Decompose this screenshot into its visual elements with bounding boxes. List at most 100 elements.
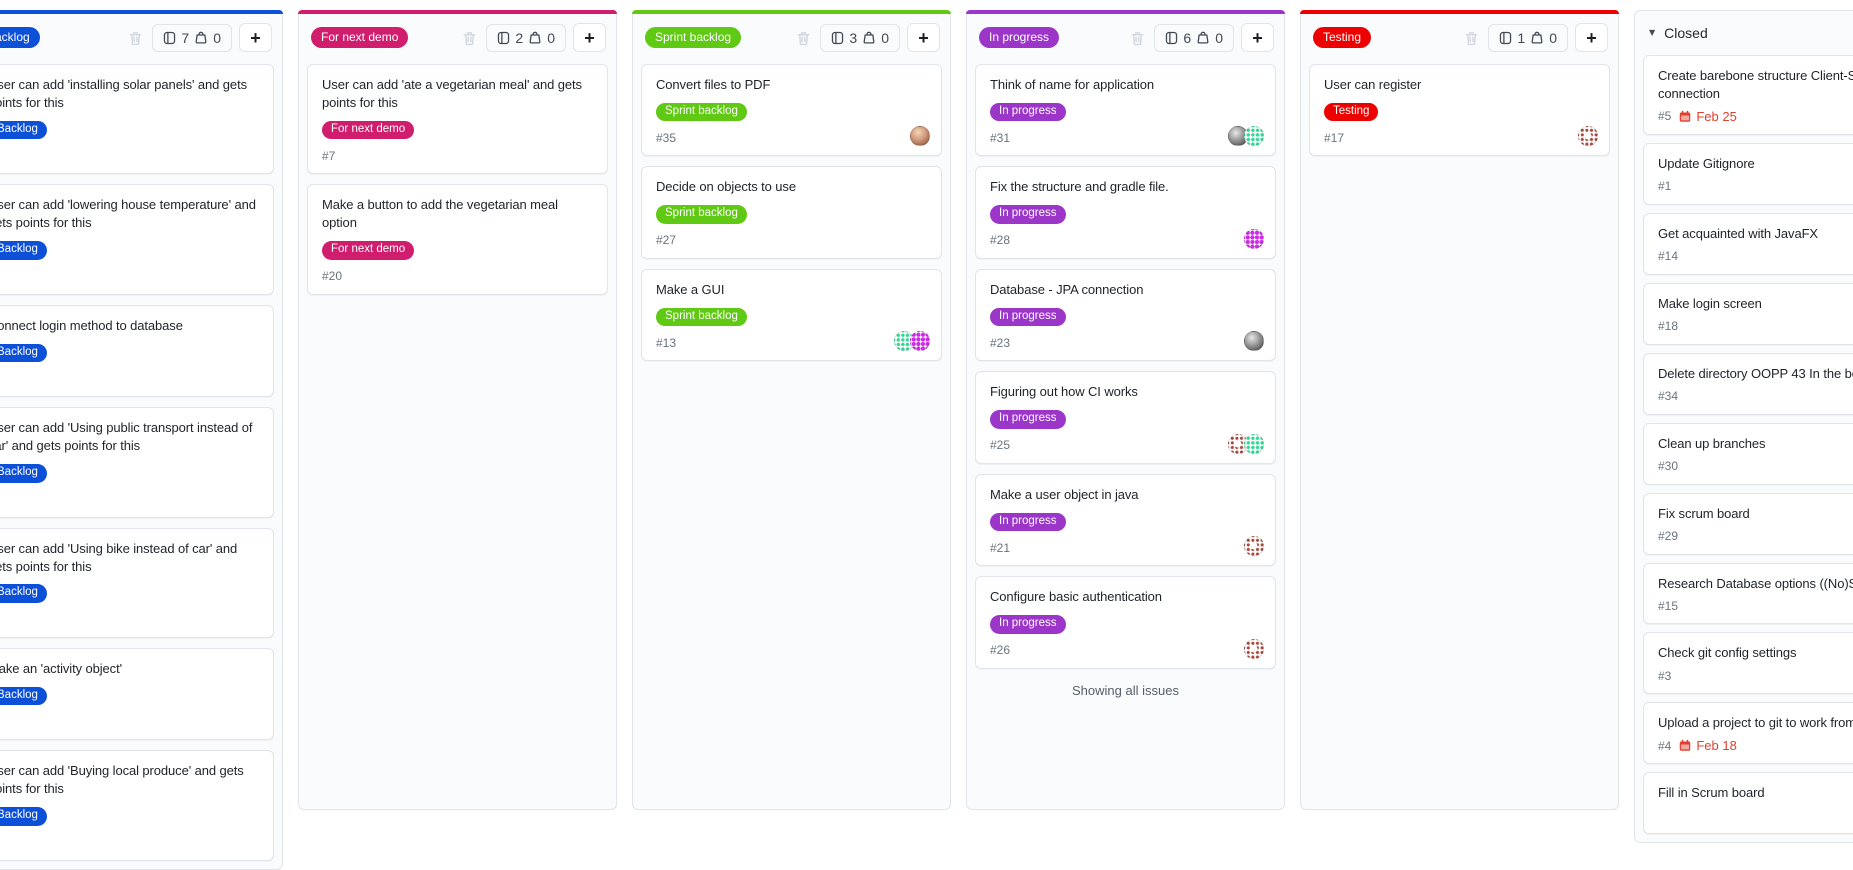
- card-label: Backlog: [0, 584, 47, 603]
- delete-column-button[interactable]: [1462, 28, 1481, 48]
- card-meta-row: #18: [1658, 319, 1853, 334]
- card-title: Make an 'activity object': [0, 660, 122, 676]
- card-title: Delete directory OOPP 43 In the beginnin…: [1658, 365, 1853, 381]
- project-card[interactable]: Make an 'activity object' Backlog: [0, 647, 274, 741]
- card-title: Decide on objects to use: [656, 179, 796, 195]
- card-meta-row: #26: [990, 643, 1261, 658]
- card-label: Backlog: [0, 807, 47, 826]
- project-card[interactable]: Upload a project to git to work from #4 Fe…: [1643, 702, 1853, 765]
- due-date-text: Feb 25: [1696, 108, 1737, 124]
- project-card[interactable]: User can add 'ate a vegetarian meal' and…: [307, 64, 608, 175]
- column-label: In progress: [979, 27, 1060, 48]
- card-title: User can register: [1324, 77, 1422, 92]
- issue-number: #28: [990, 233, 1011, 248]
- project-card[interactable]: Make a user object in java In progress #21: [975, 473, 1276, 567]
- delete-column-button[interactable]: [794, 28, 813, 48]
- project-card[interactable]: Make a button to add the vegetarian meal…: [307, 184, 608, 295]
- cards-list: Think of name for application In progress…: [967, 60, 1284, 677]
- avatar-identicon-magenta: [1244, 228, 1264, 249]
- card-title: Create barebone structure Client-Server …: [1658, 68, 1853, 101]
- card-label: Testing: [1324, 102, 1379, 122]
- issue-number: #27: [656, 233, 677, 248]
- card-title: User can add 'installing solar panels' a…: [0, 77, 247, 110]
- card-label: Backlog: [0, 343, 47, 363]
- cards-list: Create barebone structure Client-Server …: [1635, 53, 1853, 842]
- assignee-avatars: [1244, 536, 1264, 557]
- calendar-icon: [1679, 739, 1691, 752]
- trash-icon: [128, 30, 143, 46]
- project-card[interactable]: User can add 'installing solar panels' a…: [0, 64, 274, 175]
- add-card-button[interactable]: +: [239, 23, 272, 52]
- card-count-icon: [831, 31, 844, 45]
- project-card[interactable]: Make login screen #18: [1643, 282, 1853, 345]
- project-card[interactable]: Think of name for application In progress…: [975, 64, 1276, 157]
- project-card[interactable]: Research Database options ((No)SQL?) #15: [1643, 562, 1853, 625]
- card-meta-row: #5 Feb 25: [1658, 109, 1853, 124]
- column-collapse-toggle[interactable]: ▼ Closed: [1635, 11, 1853, 53]
- card-title: User can add 'Buying local produce' and …: [0, 763, 244, 797]
- avatar-identicon-brown: [1244, 536, 1264, 557]
- project-card[interactable]: User can add 'lowering house temperature…: [0, 184, 274, 295]
- delete-column-button[interactable]: [460, 28, 479, 48]
- project-card[interactable]: Update Gitignore #1: [1643, 142, 1853, 205]
- project-card[interactable]: Get acquainted with JavaFX #14: [1643, 212, 1853, 275]
- project-card[interactable]: Decide on objects to use Sprint backlog #2…: [641, 166, 942, 259]
- add-card-button[interactable]: +: [573, 23, 606, 52]
- card-meta-row: [0, 148, 259, 163]
- project-card[interactable]: Fix scrum board #29: [1643, 492, 1853, 555]
- project-card[interactable]: User can add 'Using bike instead of car'…: [0, 527, 274, 638]
- card-title: Fix scrum board: [1658, 505, 1750, 521]
- card-meta-row: #35: [656, 130, 927, 145]
- card-title: Make a GUI: [656, 281, 725, 297]
- avatar-identicon-brown: [1578, 126, 1598, 147]
- card-meta-row: #25: [990, 438, 1261, 453]
- card-meta-row: #27: [656, 233, 927, 248]
- project-board: Backlog70+User can add 'installing solar…: [0, 10, 1853, 870]
- project-card[interactable]: Figuring out how CI works In progress #25: [975, 371, 1276, 464]
- project-card[interactable]: Database - JPA connection In progress #23: [975, 268, 1276, 362]
- due-date-text: Feb 18: [1696, 738, 1737, 754]
- project-card[interactable]: Configure basic authentication In progres…: [975, 576, 1276, 669]
- issue-number: #35: [656, 130, 677, 145]
- assignee-avatars: [1228, 126, 1264, 147]
- add-card-button[interactable]: +: [1575, 23, 1608, 52]
- card-meta-row: #1: [1658, 179, 1853, 194]
- avatar-identicon-green: [1244, 126, 1264, 147]
- add-card-button[interactable]: +: [907, 23, 940, 52]
- card-title: Get acquainted with JavaFX: [1658, 225, 1818, 241]
- project-card[interactable]: User can add 'Buying local produce' and …: [0, 750, 274, 861]
- card-label-row: Backlog: [0, 805, 259, 826]
- issue-number: #21: [990, 540, 1011, 555]
- card-title: User can add 'lowering house temperature…: [0, 197, 256, 231]
- project-card[interactable]: Convert files to PDF Sprint backlog #35: [641, 64, 942, 157]
- card-count: 1: [1517, 29, 1526, 46]
- project-card[interactable]: Clean up branches #30: [1643, 422, 1853, 485]
- card-title: Make a user object in java: [990, 486, 1139, 502]
- column-sprint-backlog: Sprint backlog 3 0 + Convert files to PDF Spr…: [632, 10, 951, 810]
- project-card[interactable]: User can add 'Using public transport ins…: [0, 407, 274, 518]
- project-card[interactable]: Connect login method to database Backlog: [0, 304, 274, 398]
- project-card[interactable]: Fix the structure and gradle file. In pro…: [975, 166, 1276, 259]
- delete-column-button[interactable]: [1128, 28, 1147, 48]
- project-card[interactable]: Fill in Scrum board: [1643, 772, 1853, 835]
- card-meta-row: [1658, 808, 1853, 823]
- card-meta-row: #34: [1658, 389, 1853, 404]
- project-card[interactable]: User can register Testing #17: [1309, 64, 1610, 157]
- issue-number: #26: [990, 643, 1011, 658]
- card-meta-row: #4 Feb 18: [1658, 738, 1853, 753]
- project-card[interactable]: Check git config settings #3: [1643, 632, 1853, 695]
- card-meta-row: #29: [1658, 529, 1853, 544]
- card-meta-row: [0, 492, 259, 507]
- delete-column-button[interactable]: [126, 28, 145, 48]
- project-card[interactable]: Delete directory OOPP 43 In the beginnin…: [1643, 352, 1853, 415]
- card-label-row: Sprint backlog: [656, 203, 927, 224]
- project-card[interactable]: Create barebone structure Client-Server …: [1643, 55, 1853, 135]
- issue-number: #5: [1658, 109, 1672, 124]
- trash-icon: [796, 30, 811, 46]
- card-label-row: In progress: [990, 203, 1261, 224]
- add-card-button[interactable]: +: [1241, 23, 1274, 52]
- issue-number: #17: [1324, 130, 1345, 145]
- card-meta-row: #30: [1658, 459, 1853, 474]
- card-meta-row: #23: [990, 335, 1261, 350]
- project-card[interactable]: Make a GUI Sprint backlog #13: [641, 268, 942, 362]
